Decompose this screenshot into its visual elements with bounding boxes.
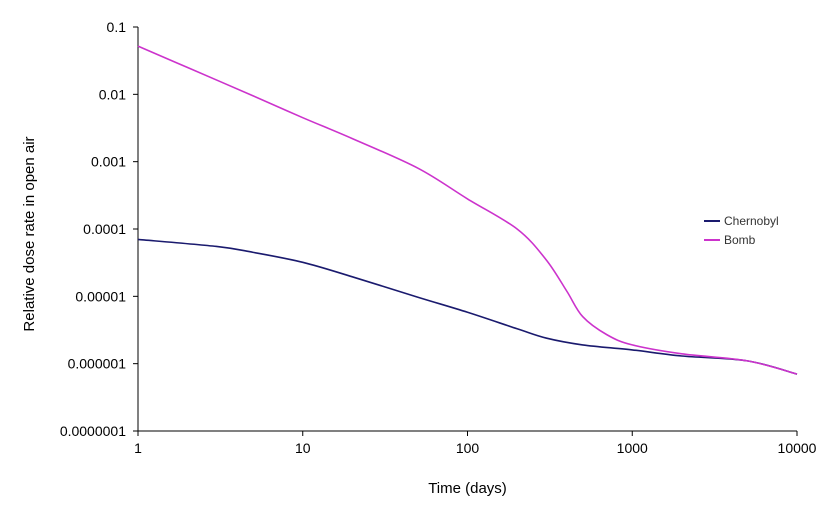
- x-tick-label: 1: [134, 440, 142, 456]
- series-layer: [137, 45, 798, 375]
- y-axis: 0.0000001 0.000001 0.00001 0.0001 0.001 0.01 0…: [60, 19, 139, 439]
- y-tick-label: 0.0001: [83, 221, 126, 237]
- x-tick-label: 100: [456, 440, 480, 456]
- y-tick-label: 0.1: [107, 19, 127, 35]
- y-tick-label: 0.00001: [75, 288, 126, 304]
- series-line-bomb: [137, 45, 798, 375]
- y-axis-title: Relative dose rate in open air: [21, 136, 38, 331]
- y-tick-label: 0.01: [99, 86, 126, 102]
- y-tick-label: 0.001: [91, 154, 126, 170]
- x-axis: 1 10 100 1000 10000: [134, 430, 817, 456]
- legend-label-chernobyl: Chernobyl: [724, 214, 779, 228]
- legend-label-bomb: Bomb: [724, 233, 756, 247]
- legend: Chernobyl Bomb: [704, 214, 779, 247]
- x-tick-label: 1000: [617, 440, 648, 456]
- x-tick-label: 10: [295, 440, 311, 456]
- x-axis-title: Time (days): [428, 480, 507, 497]
- y-tick-label: 0.0000001: [60, 423, 126, 439]
- series-line-chernobyl: [137, 238, 798, 375]
- x-tick-label: 10000: [778, 440, 817, 456]
- y-tick-label: 0.000001: [68, 356, 127, 372]
